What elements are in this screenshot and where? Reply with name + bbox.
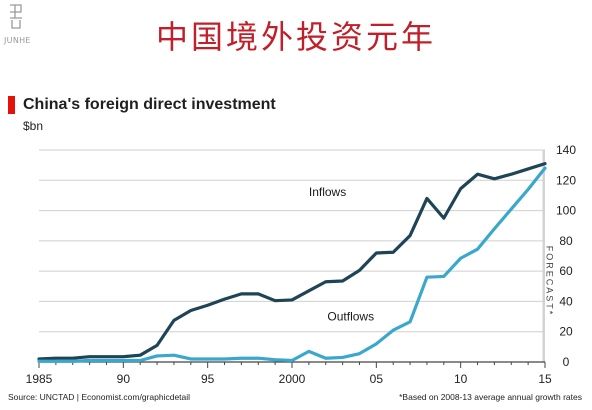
x-tick-label: 95 <box>201 372 215 386</box>
junhe-logo: JUNHE <box>2 0 32 48</box>
junhe-logo-mark <box>10 4 22 29</box>
logo-text: JUNHE <box>4 36 31 45</box>
y-tick-label: 20 <box>559 325 573 339</box>
economist-red-mark <box>8 96 15 114</box>
x-tick-label: 90 <box>117 372 131 386</box>
series-group <box>37 162 547 363</box>
y-tick-label: 40 <box>559 294 573 308</box>
series-label-inflows: Inflows <box>309 185 346 199</box>
y-tick-label: 140 <box>556 143 576 157</box>
label-group: Inflows Outflows <box>309 185 374 323</box>
x-tick-label: 10 <box>454 372 468 386</box>
axis-group: 0 20 40 60 80 100 120 140 1985 90 95 2000 05 10 15 <box>26 143 577 386</box>
forecast-label: FORECAST* <box>545 246 555 317</box>
series-line-inflows <box>37 162 547 361</box>
forecast-band-group: FORECAST* <box>542 150 555 362</box>
chart-title: China's foreign direct investment <box>23 96 276 113</box>
series-line-outflows <box>37 166 547 363</box>
source-note: Source: UNCTAD | Economist.com/graphicde… <box>8 392 191 402</box>
x-tick-label: 15 <box>538 372 552 386</box>
y-tick-label: 80 <box>559 234 573 248</box>
y-tick-label: 60 <box>559 264 573 278</box>
x-tick-label: 2000 <box>279 372 306 386</box>
forecast-band <box>542 150 545 362</box>
banner-title: 中国境外投资元年 <box>155 18 436 56</box>
series-label-outflows: Outflows <box>327 309 374 323</box>
forecast-footnote: *Based on 2008-13 average annual growth … <box>399 392 582 402</box>
x-tick-label: 05 <box>370 372 384 386</box>
y-tick-label: 0 <box>563 355 570 369</box>
units-label: $bn <box>23 119 44 133</box>
y-tick-label: 100 <box>556 204 576 218</box>
y-tick-label: 120 <box>556 173 576 187</box>
x-tick-label: 1985 <box>26 372 53 386</box>
